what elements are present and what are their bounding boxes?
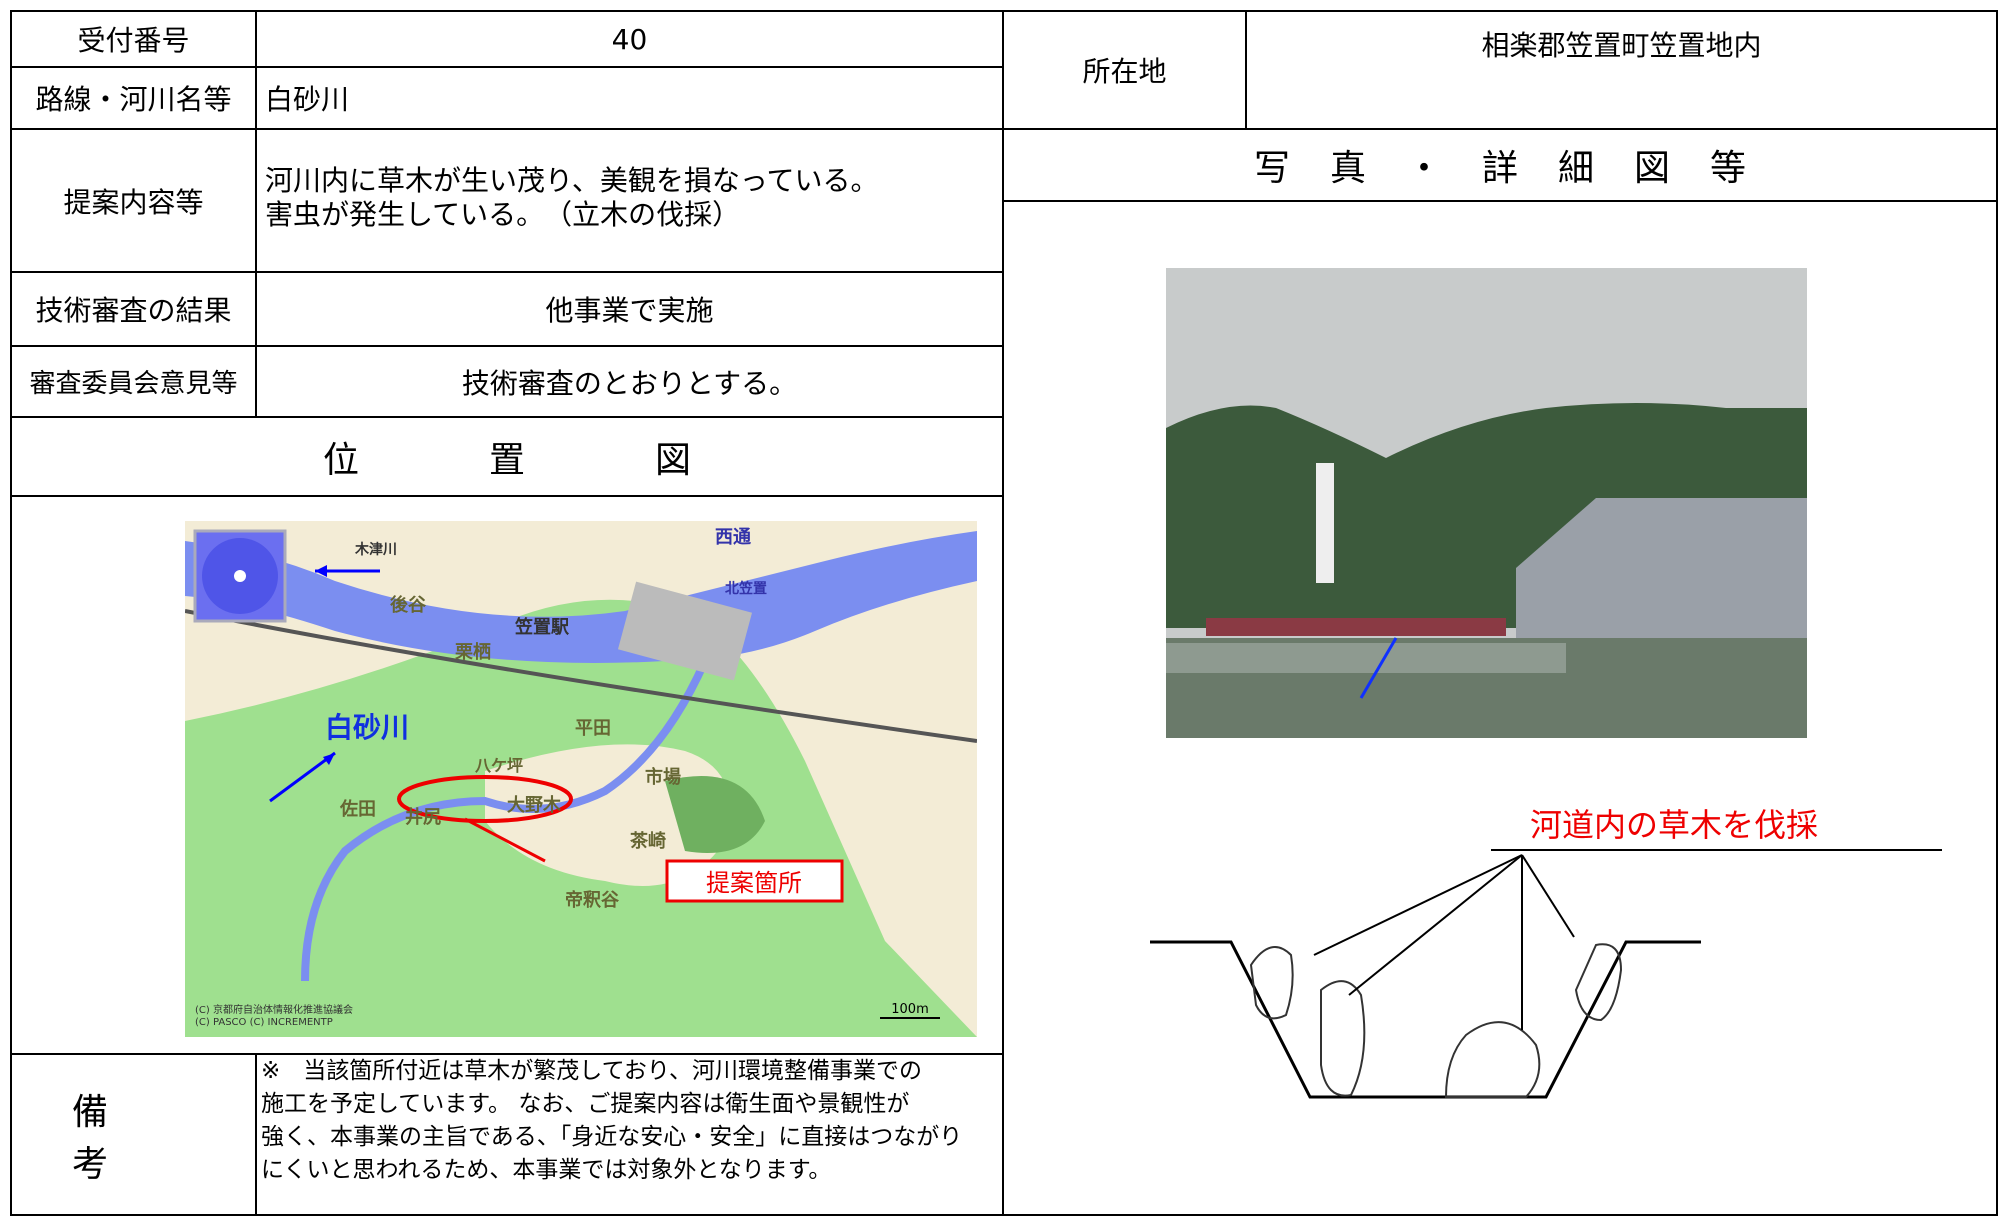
map-label: 井尻 <box>405 806 441 828</box>
map-label: 八ケ坪 <box>474 756 523 775</box>
map-label: 平田 <box>575 718 611 739</box>
value: 白砂川 <box>255 66 1004 130</box>
diagram <box>1150 849 1942 1099</box>
label: 受付番号 <box>10 10 257 68</box>
text-line: 強く、本事業の主旨である、「身近な安心・安全」に直接はつながり <box>261 1124 963 1150</box>
label: 路線・河川名等 <box>10 66 257 130</box>
map-label: 北笠置 <box>725 580 767 597</box>
text-line: 河川内に草木が生い茂り、美観を損なっている。 <box>265 164 879 197</box>
map-label: 西通 <box>715 527 751 548</box>
value: 技術審査のとおりとする。 <box>255 345 1004 418</box>
section-title: 写真・詳細図等 <box>1002 128 1998 202</box>
text-line: 害虫が発生している。 （立木の伐採） <box>265 198 741 231</box>
remarks: ※ 当該箇所付近は草木が繁茂しており、河川環境整備事業での 施工を予定しています… <box>255 1053 1004 1216</box>
map-label: 帝釈谷 <box>565 889 620 911</box>
photo-cell <box>1002 200 1998 1216</box>
value: 河川内に草木が生い茂り、美観を損なっている。 害虫が発生している。 （立木の伐採… <box>255 128 1004 273</box>
copyright: (C) PASCO (C) INCREMENTP <box>195 1017 333 1028</box>
value: 他事業で実施 <box>255 271 1004 347</box>
map-label: 笠置駅 <box>514 616 570 638</box>
map-label: 白砂川 <box>325 711 409 744</box>
map-label: 後谷 <box>390 594 427 616</box>
label: 提案内容等 <box>10 128 257 273</box>
value: 40 <box>255 10 1004 68</box>
map-label: 市場 <box>645 766 681 788</box>
label: 所在地 <box>1002 10 1247 130</box>
label: 技術審査の結果 <box>10 271 257 347</box>
callout: 提案箇所 <box>706 869 802 897</box>
map-label: 木津川 <box>354 541 397 558</box>
text-line: ※ 当該箇所付近は草木が繁茂しており、河川環境整備事業での <box>261 1058 922 1084</box>
map-label: 大野木 <box>507 794 562 816</box>
label: 審査委員会意見等 <box>10 345 257 418</box>
text-line: 施工を予定しています。 なお、ご提案内容は衛生面や景観性が <box>261 1091 910 1117</box>
label: 備考 <box>10 1053 257 1216</box>
diagram-label: 河道内の草木を伐採 <box>1530 806 1819 844</box>
text-line: にくいと思われるため、本事業では対象外となります。 <box>261 1157 832 1183</box>
map-label: 栗栖 <box>455 641 491 663</box>
section-title: 位置図 <box>10 416 1004 497</box>
copyright: (C) 京都府自治体情報化推進協議会 <box>195 1003 353 1016</box>
map-label: 佐田 <box>339 798 376 820</box>
map-scale: 100m <box>891 1002 928 1017</box>
value: 相楽郡笠置町笠置地内 <box>1245 10 1998 130</box>
map-label: 茶崎 <box>630 830 666 852</box>
photo <box>1166 268 1807 738</box>
